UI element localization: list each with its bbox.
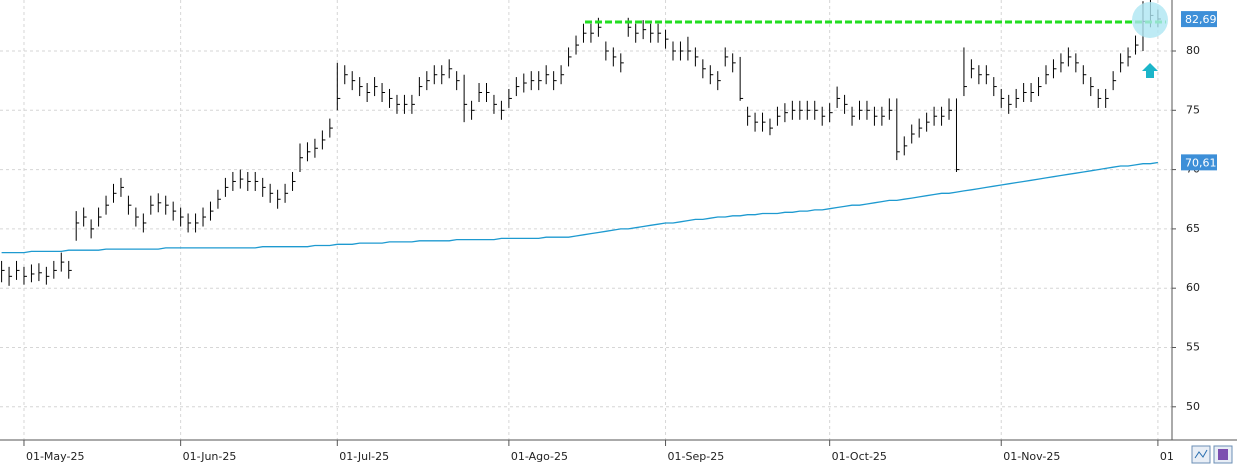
y-tick-label: 55: [1186, 340, 1200, 353]
x-tick-label: 01-Sep-25: [668, 450, 725, 463]
price-label-box: [1181, 11, 1217, 28]
y-tick-label: 75: [1186, 103, 1200, 116]
toolbar-icon: [1194, 449, 1208, 459]
save-icon: [1218, 449, 1228, 460]
moving-average-line: [1, 161, 1159, 254]
up-arrow-icon: [1142, 63, 1158, 78]
price-label: 82,69: [1185, 13, 1217, 26]
y-tick-label: 80: [1186, 44, 1200, 57]
x-tick-label: 01-Nov-25: [1003, 450, 1060, 463]
x-tick-label: 01-Jun-25: [183, 450, 237, 463]
y-tick-label: 50: [1186, 400, 1200, 413]
plot: [1, 0, 1166, 286]
y-tick-label: 60: [1186, 281, 1200, 294]
y-tick-label: 65: [1186, 222, 1200, 235]
x-tick-label: 01-Oct-25: [832, 450, 887, 463]
x-tick-label: 01-May-25: [26, 450, 84, 463]
x-tick-label: 01-Jul-25: [339, 450, 389, 463]
x-tick-label: 01: [1160, 450, 1174, 463]
highlight-circle: [1132, 2, 1168, 38]
x-tick-label: 01-Ago-25: [511, 450, 568, 463]
price-label-box: [1181, 154, 1217, 171]
price-label: 70,61: [1185, 156, 1217, 169]
